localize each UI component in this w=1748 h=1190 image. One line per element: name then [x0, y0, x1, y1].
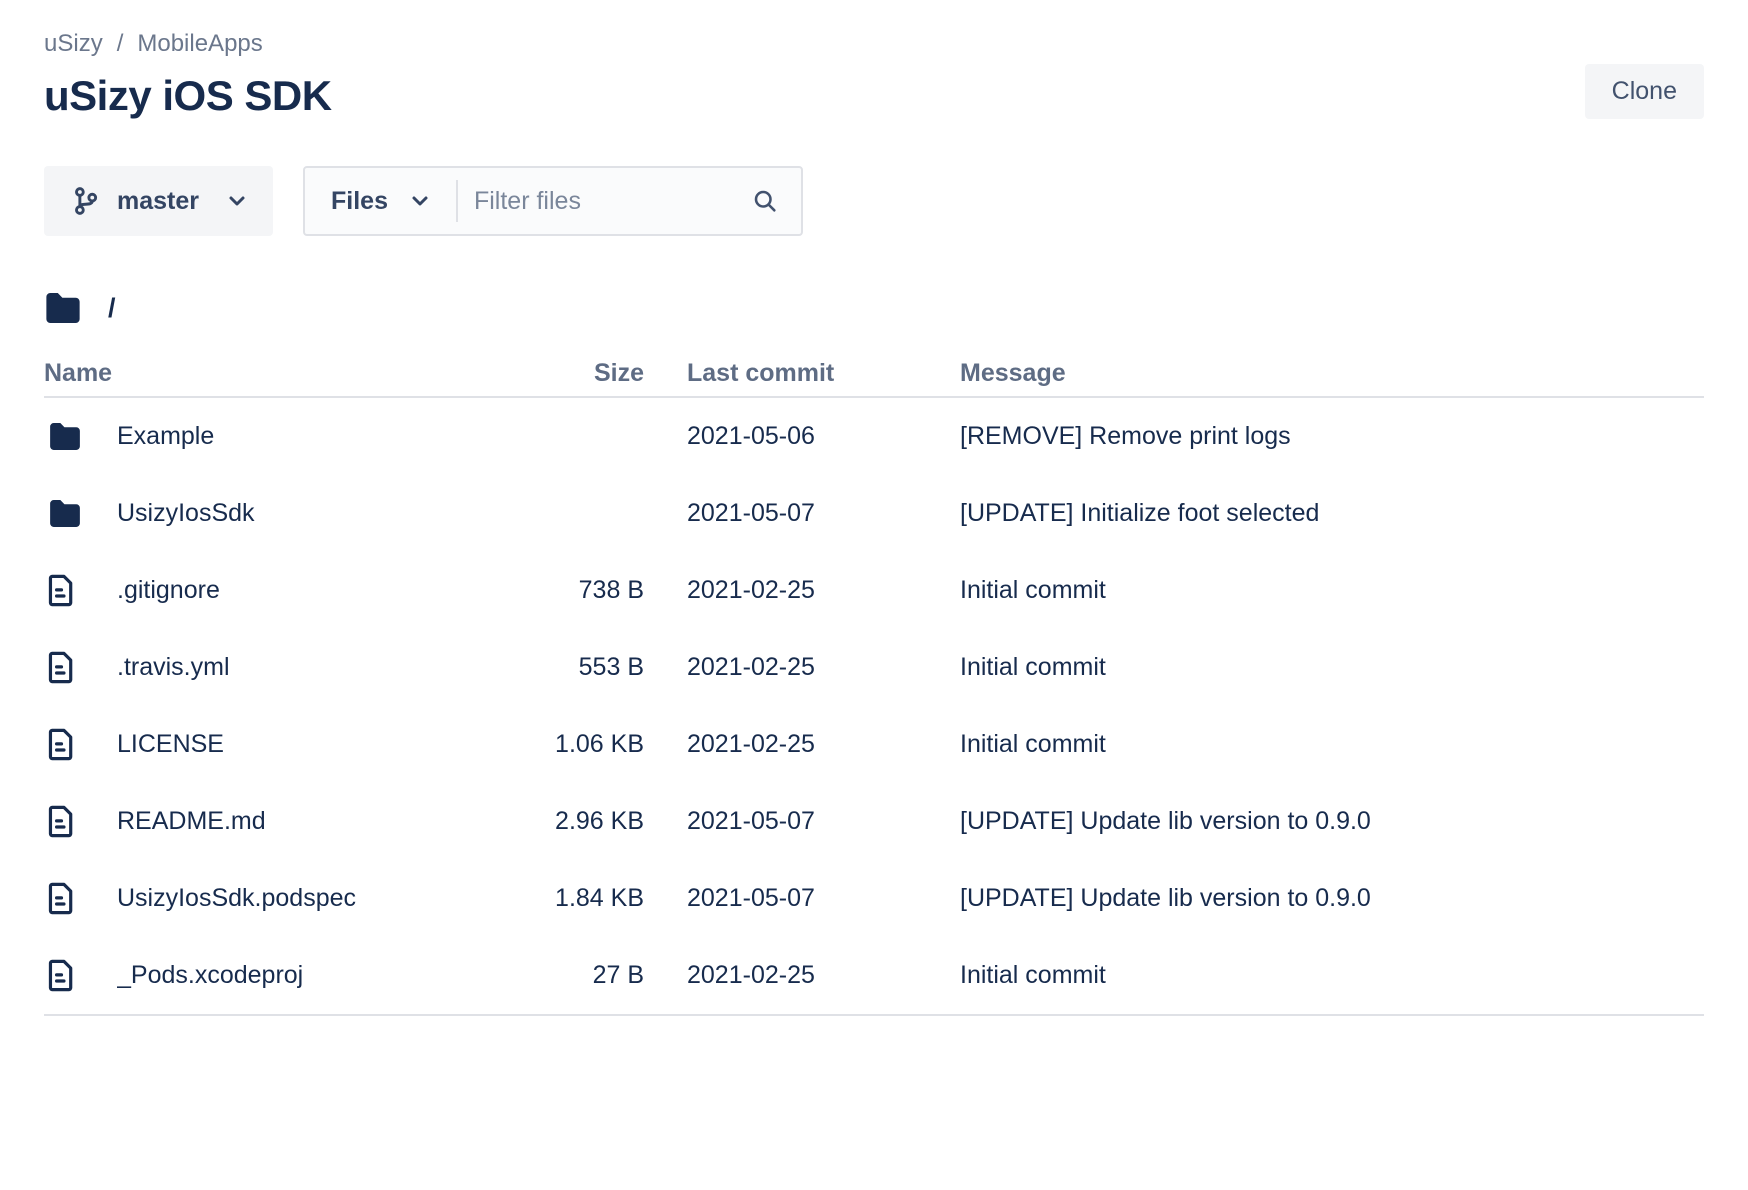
file-commit-message: Initial commit [960, 961, 1106, 989]
table-row[interactable]: _Pods.xcodeproj 27 B 2021-02-25 Initial … [44, 937, 1704, 1014]
column-header-message[interactable]: Message [960, 358, 1066, 387]
table-row[interactable]: UsizyIosSdk.podspec 1.84 KB 2021-05-07 [… [44, 860, 1704, 937]
table-row[interactable]: .gitignore 738 B 2021-02-25 Initial comm… [44, 552, 1704, 629]
page-title: uSizy iOS SDK [44, 72, 332, 119]
column-header-size[interactable]: Size [593, 358, 644, 387]
file-size: 738 B [578, 576, 644, 604]
file-table: Name Size Last commit Message Example 20… [44, 350, 1704, 1016]
file-name-link[interactable]: Example [117, 422, 215, 450]
table-row[interactable]: Example 2021-05-06 [REMOVE] Remove print… [44, 398, 1704, 475]
file-table-body: Example 2021-05-06 [REMOVE] Remove print… [44, 398, 1704, 1016]
files-dropdown[interactable]: Files [305, 168, 456, 234]
file-icon [48, 959, 75, 992]
file-commit-message: Initial commit [960, 653, 1106, 681]
repo-source-page: uSizy / MobileApps uSizy iOS SDK Clone m… [44, 30, 1704, 1016]
file-icon [48, 805, 75, 838]
file-size: 553 B [578, 653, 644, 681]
file-last-commit: 2021-02-25 [687, 576, 815, 604]
folder-icon [48, 499, 82, 528]
file-size: 2.96 KB [555, 807, 644, 835]
file-name-link[interactable]: LICENSE [117, 730, 224, 758]
file-last-commit: 2021-02-25 [687, 961, 815, 989]
column-header-name[interactable]: Name [44, 358, 113, 387]
table-row[interactable]: README.md 2.96 KB 2021-05-07 [UPDATE] Up… [44, 783, 1704, 860]
source-toolbar: master Files [44, 166, 1704, 236]
table-row[interactable]: .travis.yml 553 B 2021-02-25 Initial com… [44, 629, 1704, 706]
file-filter-group: Files [303, 166, 803, 236]
branch-name: master [117, 186, 199, 215]
column-header-last-commit[interactable]: Last commit [687, 358, 835, 387]
clone-button[interactable]: Clone [1584, 64, 1704, 119]
folder-icon [48, 422, 82, 451]
file-name-link[interactable]: UsizyIosSdk [117, 499, 255, 527]
branch-selector[interactable]: master [44, 166, 273, 236]
file-name-link[interactable]: UsizyIosSdk.podspec [117, 884, 357, 912]
file-commit-message: Initial commit [960, 730, 1106, 758]
file-size: 27 B [592, 961, 644, 989]
breadcrumb: uSizy / MobileApps [44, 30, 332, 58]
filter-files-input[interactable] [457, 186, 751, 216]
search-icon [751, 187, 779, 215]
title-block: uSizy / MobileApps uSizy iOS SDK [44, 30, 332, 120]
file-commit-message: [UPDATE] Update lib version to 0.9.0 [960, 807, 1371, 835]
current-path-bar: / [44, 288, 1704, 328]
breadcrumb-project[interactable]: uSizy [44, 30, 103, 57]
table-row[interactable]: UsizyIosSdk 2021-05-07 [UPDATE] Initiali… [44, 475, 1704, 552]
file-commit-message: [UPDATE] Initialize foot selected [960, 499, 1320, 527]
chevron-down-icon [227, 191, 247, 211]
file-commit-message: [REMOVE] Remove print logs [960, 422, 1291, 450]
breadcrumb-repo-group[interactable]: MobileApps [137, 30, 263, 57]
file-commit-message: Initial commit [960, 576, 1106, 604]
breadcrumb-separator: / [116, 30, 124, 57]
file-name-link[interactable]: README.md [117, 807, 266, 835]
file-last-commit: 2021-05-07 [687, 499, 815, 527]
file-size: 1.06 KB [555, 730, 644, 758]
files-dropdown-label: Files [331, 186, 388, 215]
file-last-commit: 2021-02-25 [687, 730, 815, 758]
divider [455, 180, 458, 222]
file-name-link[interactable]: .travis.yml [117, 653, 230, 681]
chevron-down-icon [410, 191, 430, 211]
folder-icon [44, 292, 82, 324]
file-icon [48, 728, 75, 761]
file-name-link[interactable]: _Pods.xcodeproj [117, 961, 304, 989]
file-table-header: Name Size Last commit Message [44, 350, 1704, 398]
file-last-commit: 2021-05-07 [687, 884, 815, 912]
file-icon [48, 882, 75, 915]
file-last-commit: 2021-02-25 [687, 653, 815, 681]
file-name-link[interactable]: .gitignore [117, 576, 220, 604]
file-last-commit: 2021-05-07 [687, 807, 815, 835]
file-icon [48, 574, 75, 607]
table-row[interactable]: LICENSE 1.06 KB 2021-02-25 Initial commi… [44, 706, 1704, 783]
page-header: uSizy / MobileApps uSizy iOS SDK Clone [44, 30, 1704, 120]
file-last-commit: 2021-05-06 [687, 422, 815, 450]
current-path: / [108, 292, 116, 323]
file-size: 1.84 KB [555, 884, 644, 912]
file-icon [48, 651, 75, 684]
git-branch-icon [72, 186, 99, 216]
file-commit-message: [UPDATE] Update lib version to 0.9.0 [960, 884, 1371, 912]
